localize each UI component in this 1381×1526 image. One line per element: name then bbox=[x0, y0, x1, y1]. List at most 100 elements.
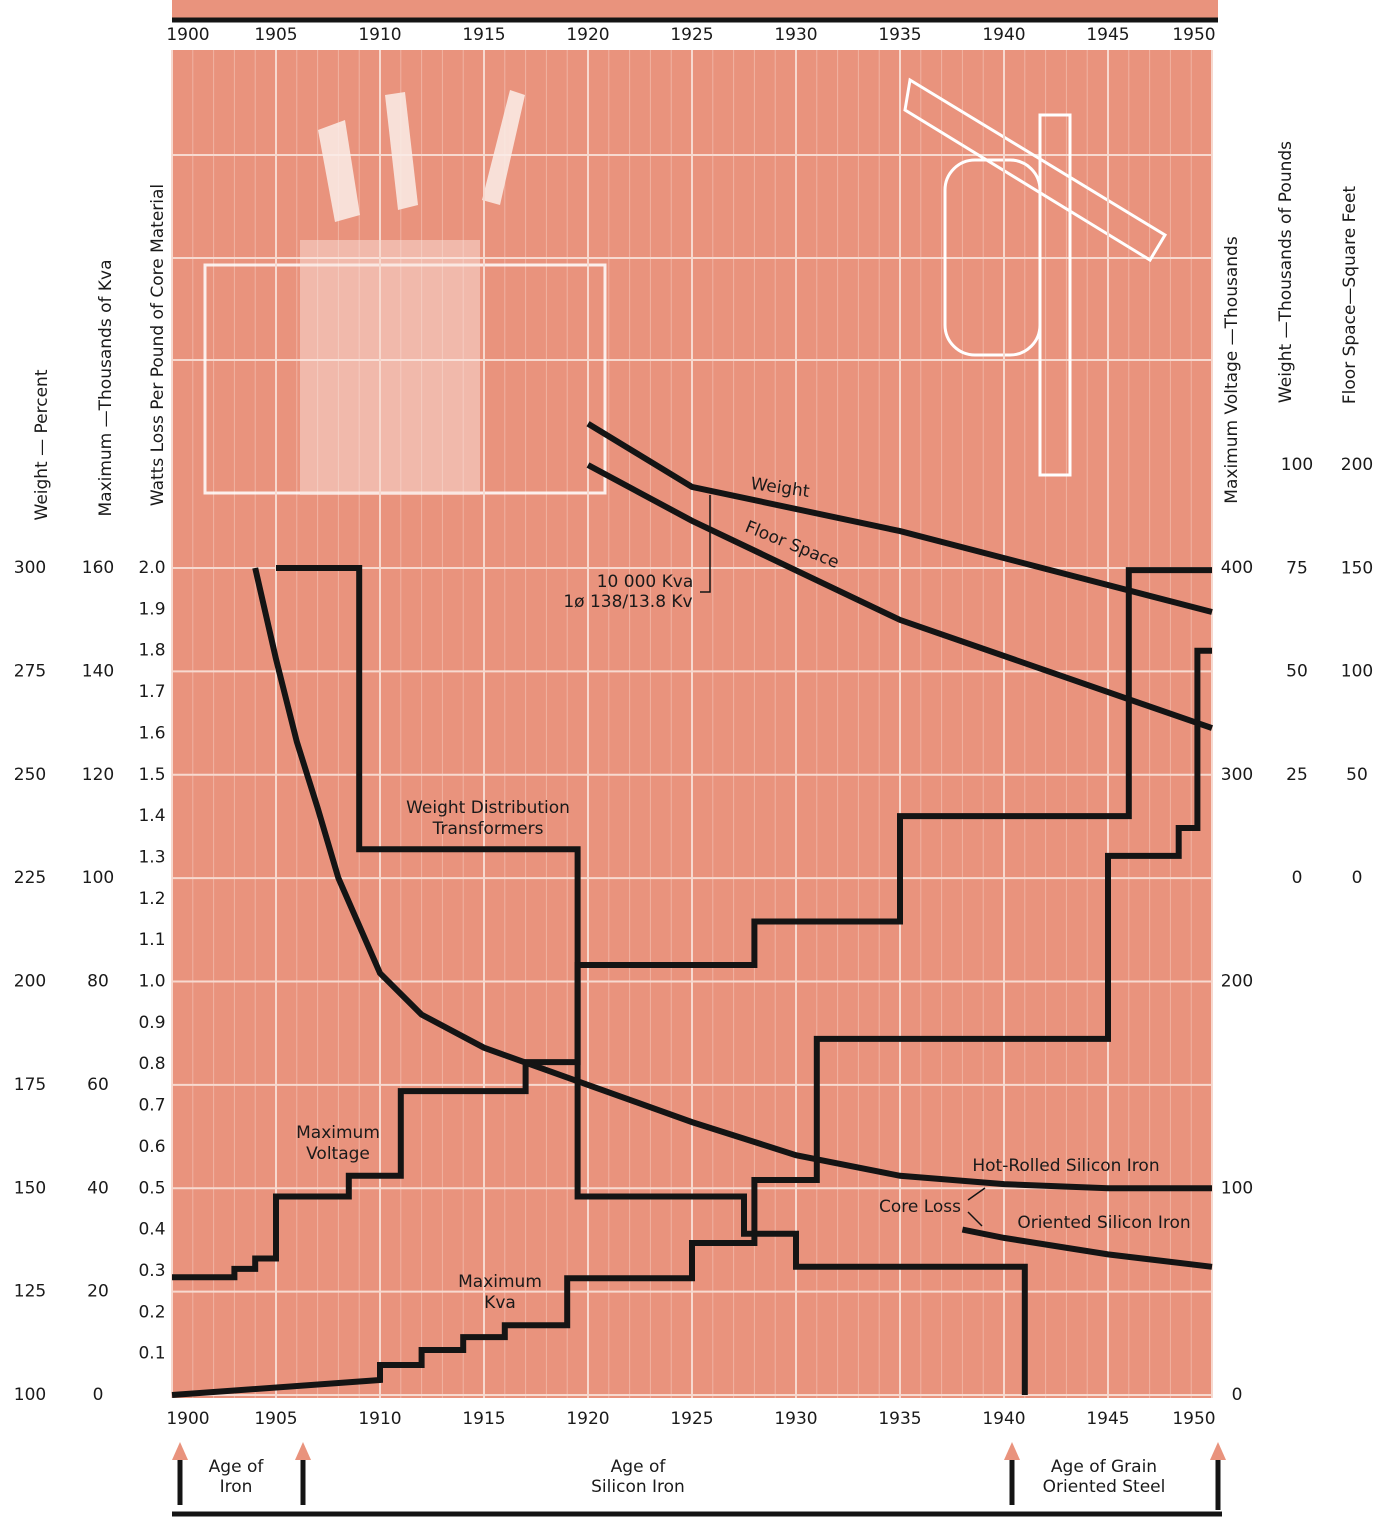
y-tick-label: 0.8 bbox=[138, 1054, 165, 1074]
x-tick-label: 1925 bbox=[670, 25, 713, 45]
y-tick-label: 300 bbox=[1221, 765, 1253, 785]
y-tick-label: 80 bbox=[87, 972, 109, 992]
annotation: Core Loss bbox=[879, 1197, 961, 1217]
crossarm bbox=[903, 77, 1168, 263]
y-tick-label: 1.3 bbox=[138, 847, 165, 867]
x-tick-label: 1920 bbox=[566, 25, 609, 45]
y-tick-label: 20 bbox=[87, 1282, 109, 1302]
series-label: Maximum Voltage bbox=[296, 1123, 380, 1164]
y-tick-label: 0.9 bbox=[138, 1013, 165, 1033]
y-tick-label: 100 bbox=[14, 1385, 46, 1405]
labels: 1900 1900 1905 1905 1910 1910 1915 1915 1920 1920… bbox=[14, 25, 1373, 1429]
series-label: Oriented Silicon Iron bbox=[1017, 1213, 1190, 1233]
y-tick-label: 120 bbox=[82, 765, 114, 785]
y-tick-label: 1.6 bbox=[138, 723, 165, 743]
x-tick-label: 1900 bbox=[166, 1409, 209, 1429]
y-tick-label: 0.3 bbox=[138, 1261, 165, 1281]
x-tick-label: 1940 bbox=[982, 25, 1025, 45]
y-tick-label: 100 bbox=[1281, 455, 1313, 475]
x-tick-label: 1945 bbox=[1086, 1409, 1129, 1429]
age-label: Age of Grain Oriented Steel bbox=[1043, 1457, 1166, 1497]
series-line bbox=[586, 462, 1213, 731]
y-tick-label: 100 bbox=[1221, 1178, 1253, 1198]
series-label: Hot-Rolled Silicon Iron bbox=[972, 1156, 1159, 1176]
y-tick-label: 2.0 bbox=[138, 558, 165, 578]
top-band bbox=[172, 0, 1218, 20]
bushing bbox=[385, 92, 418, 210]
x-tick-label: 1930 bbox=[774, 1409, 817, 1429]
y-tick-label: 140 bbox=[82, 661, 114, 681]
y-tick-label: 150 bbox=[14, 1178, 46, 1198]
ages-band bbox=[172, 1455, 1222, 1517]
era-arrows bbox=[172, 1442, 1226, 1460]
y-tick-label: 200 bbox=[1221, 972, 1253, 992]
axis-title: Weight —Thousands of Pounds bbox=[1276, 141, 1296, 403]
y-tick-label: 0.7 bbox=[138, 1096, 165, 1116]
series-line bbox=[276, 565, 1028, 1395]
annotation: 1ø 138/13.8 Kv bbox=[563, 592, 692, 612]
illustration-pole-transformer bbox=[903, 77, 1168, 477]
y-tick-label: 60 bbox=[87, 1075, 109, 1095]
x-tick-label: 1915 bbox=[462, 25, 505, 45]
y-tick-label: 0 bbox=[93, 1385, 104, 1405]
y-tick-label: 75 bbox=[1286, 558, 1308, 578]
x-tick-label: 1900 bbox=[166, 25, 209, 45]
arrow bbox=[1210, 1442, 1226, 1460]
series-label: Weight Distribution Transformers bbox=[406, 798, 570, 839]
y-tick-label: 1.1 bbox=[138, 930, 165, 950]
x-tick-label: 1905 bbox=[254, 1409, 297, 1429]
axis-title: Maximum Voltage —Thousands bbox=[1222, 236, 1242, 504]
x-tick-label: 1935 bbox=[878, 25, 921, 45]
x-tick-label: 1915 bbox=[462, 1409, 505, 1429]
arrow bbox=[295, 1442, 311, 1460]
y-tick-label: 275 bbox=[14, 661, 46, 681]
x-tick-label: 1905 bbox=[254, 25, 297, 45]
y-tick-label: 100 bbox=[82, 868, 114, 888]
series bbox=[171, 421, 1213, 1398]
y-tick-label: 1.2 bbox=[138, 889, 165, 909]
series-line bbox=[172, 567, 1212, 1281]
series-line bbox=[586, 421, 1213, 615]
series-line bbox=[171, 647, 1212, 1398]
x-tick-label: 1910 bbox=[358, 1409, 401, 1429]
series-label: Maximum Kva bbox=[458, 1272, 542, 1313]
y-tick-label: 0.4 bbox=[138, 1220, 165, 1240]
y-tick-label: 1.5 bbox=[138, 765, 165, 785]
tank bbox=[203, 263, 607, 495]
x-tick-label: 1930 bbox=[774, 25, 817, 45]
y-tick-label: 1.9 bbox=[138, 599, 165, 619]
x-tick-label: 1920 bbox=[566, 1409, 609, 1429]
age-label: Age of Iron bbox=[209, 1457, 265, 1497]
series-line bbox=[961, 1226, 1213, 1270]
y-tick-label: 1.8 bbox=[138, 641, 165, 661]
tank bbox=[943, 158, 1042, 357]
x-tick-label: 1925 bbox=[670, 1409, 713, 1429]
axis-title: Floor Space—Square Feet bbox=[1340, 186, 1360, 405]
axis-title: Weight — Percent bbox=[32, 369, 52, 520]
y-tick-label: 0 bbox=[1232, 1385, 1243, 1405]
x-tick-label: 1945 bbox=[1086, 25, 1129, 45]
annotation-leader bbox=[700, 495, 711, 593]
y-tick-label: 25 bbox=[1286, 765, 1308, 785]
age-label: Age of Silicon Iron bbox=[591, 1457, 685, 1497]
bushing bbox=[482, 90, 525, 205]
series-line bbox=[252, 567, 1212, 1192]
x-tick-label: 1950 bbox=[1172, 1409, 1215, 1429]
y-tick-label: 0.2 bbox=[138, 1302, 165, 1322]
x-tick-label: 1940 bbox=[982, 1409, 1025, 1429]
y-tick-label: 0.6 bbox=[138, 1137, 165, 1157]
y-tick-label: 40 bbox=[87, 1178, 109, 1198]
y-tick-label: 150 bbox=[1341, 558, 1373, 578]
y-tick-label: 175 bbox=[14, 1075, 46, 1095]
y-tick-label: 200 bbox=[1341, 455, 1373, 475]
y-tick-label: 1.4 bbox=[138, 806, 165, 826]
y-tick-label: 0.1 bbox=[138, 1344, 165, 1364]
y-tick-label: 300 bbox=[14, 558, 46, 578]
axis-title: Maximum —Thousands of Kva bbox=[96, 259, 116, 516]
y-tick-label: 100 bbox=[1341, 662, 1373, 682]
annotation-leader bbox=[967, 1187, 986, 1227]
x-tick-label: 1935 bbox=[878, 1409, 921, 1429]
y-tick-label: 0 bbox=[1352, 868, 1363, 888]
y-tick-label: 50 bbox=[1346, 765, 1368, 785]
